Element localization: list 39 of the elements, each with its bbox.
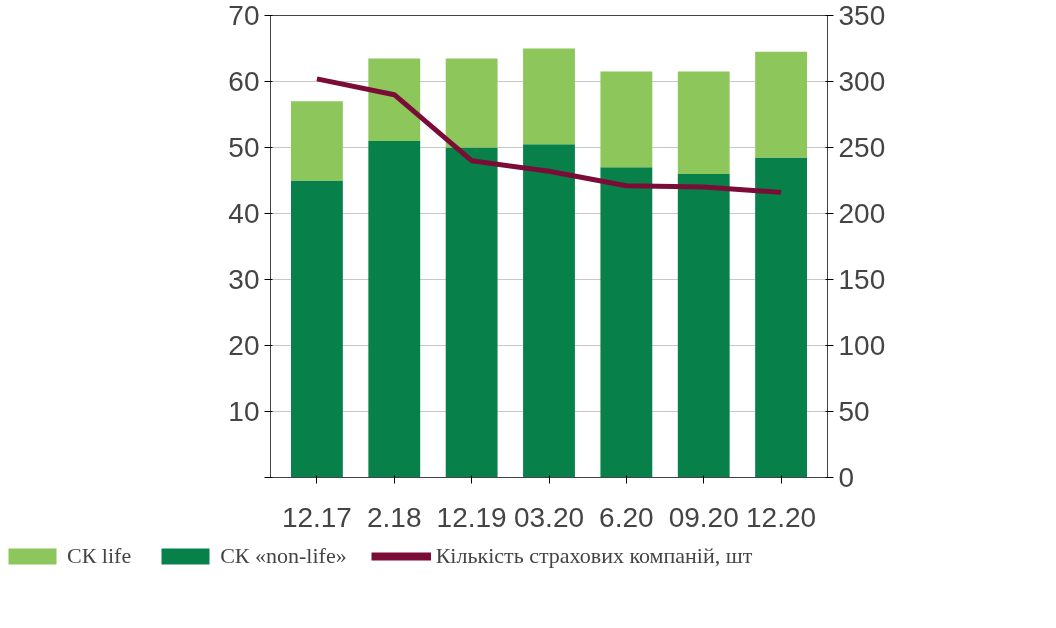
- y-tick-label: 30: [228, 264, 260, 295]
- y-tick-label: 70: [228, 0, 260, 31]
- x-tick-label: 12.20: [746, 501, 817, 533]
- y2-tick-label: 0: [838, 462, 855, 493]
- y2-tick-label: 350: [838, 0, 886, 31]
- y-tick-label: 50: [228, 132, 260, 163]
- bar: [291, 180, 343, 478]
- y2-tick-label: 50: [838, 396, 870, 427]
- bar: [600, 167, 653, 478]
- y2-tick-label: 250: [838, 132, 886, 163]
- bar: [291, 101, 343, 181]
- y2-tick-label: 150: [838, 264, 886, 295]
- x-tick-label: 2.18: [367, 501, 422, 533]
- y-tick-label: 40: [228, 198, 260, 229]
- legend-label: СК «non-life»: [220, 543, 347, 569]
- bar: [600, 71, 653, 168]
- bar: [677, 71, 730, 174]
- x-tick-label: 6.20: [599, 501, 654, 533]
- bar: [755, 51, 807, 158]
- bar: [523, 144, 575, 478]
- bar: [445, 147, 498, 478]
- x-tick-label: 12.17: [281, 501, 352, 533]
- legend-label: СК life: [67, 543, 132, 569]
- y2-tick-label: 100: [838, 330, 886, 361]
- x-tick-label: 12.19: [436, 501, 507, 533]
- bar: [368, 140, 421, 478]
- x-tick-label: 09.20: [668, 501, 739, 533]
- y2-tick-label: 200: [838, 198, 886, 229]
- y2-tick-label: 300: [838, 66, 886, 97]
- bar: [523, 48, 575, 145]
- legend-label: Кількість страхових компаній, шт: [435, 543, 753, 569]
- x-tick-label: 03.20: [513, 501, 585, 533]
- bar: [755, 157, 807, 478]
- bar: [445, 58, 498, 148]
- bar: [368, 58, 421, 141]
- y-tick-label: 10: [228, 396, 260, 427]
- y-tick-label: 60: [228, 66, 260, 97]
- y-tick-label: 20: [228, 330, 260, 361]
- bar: [677, 173, 730, 478]
